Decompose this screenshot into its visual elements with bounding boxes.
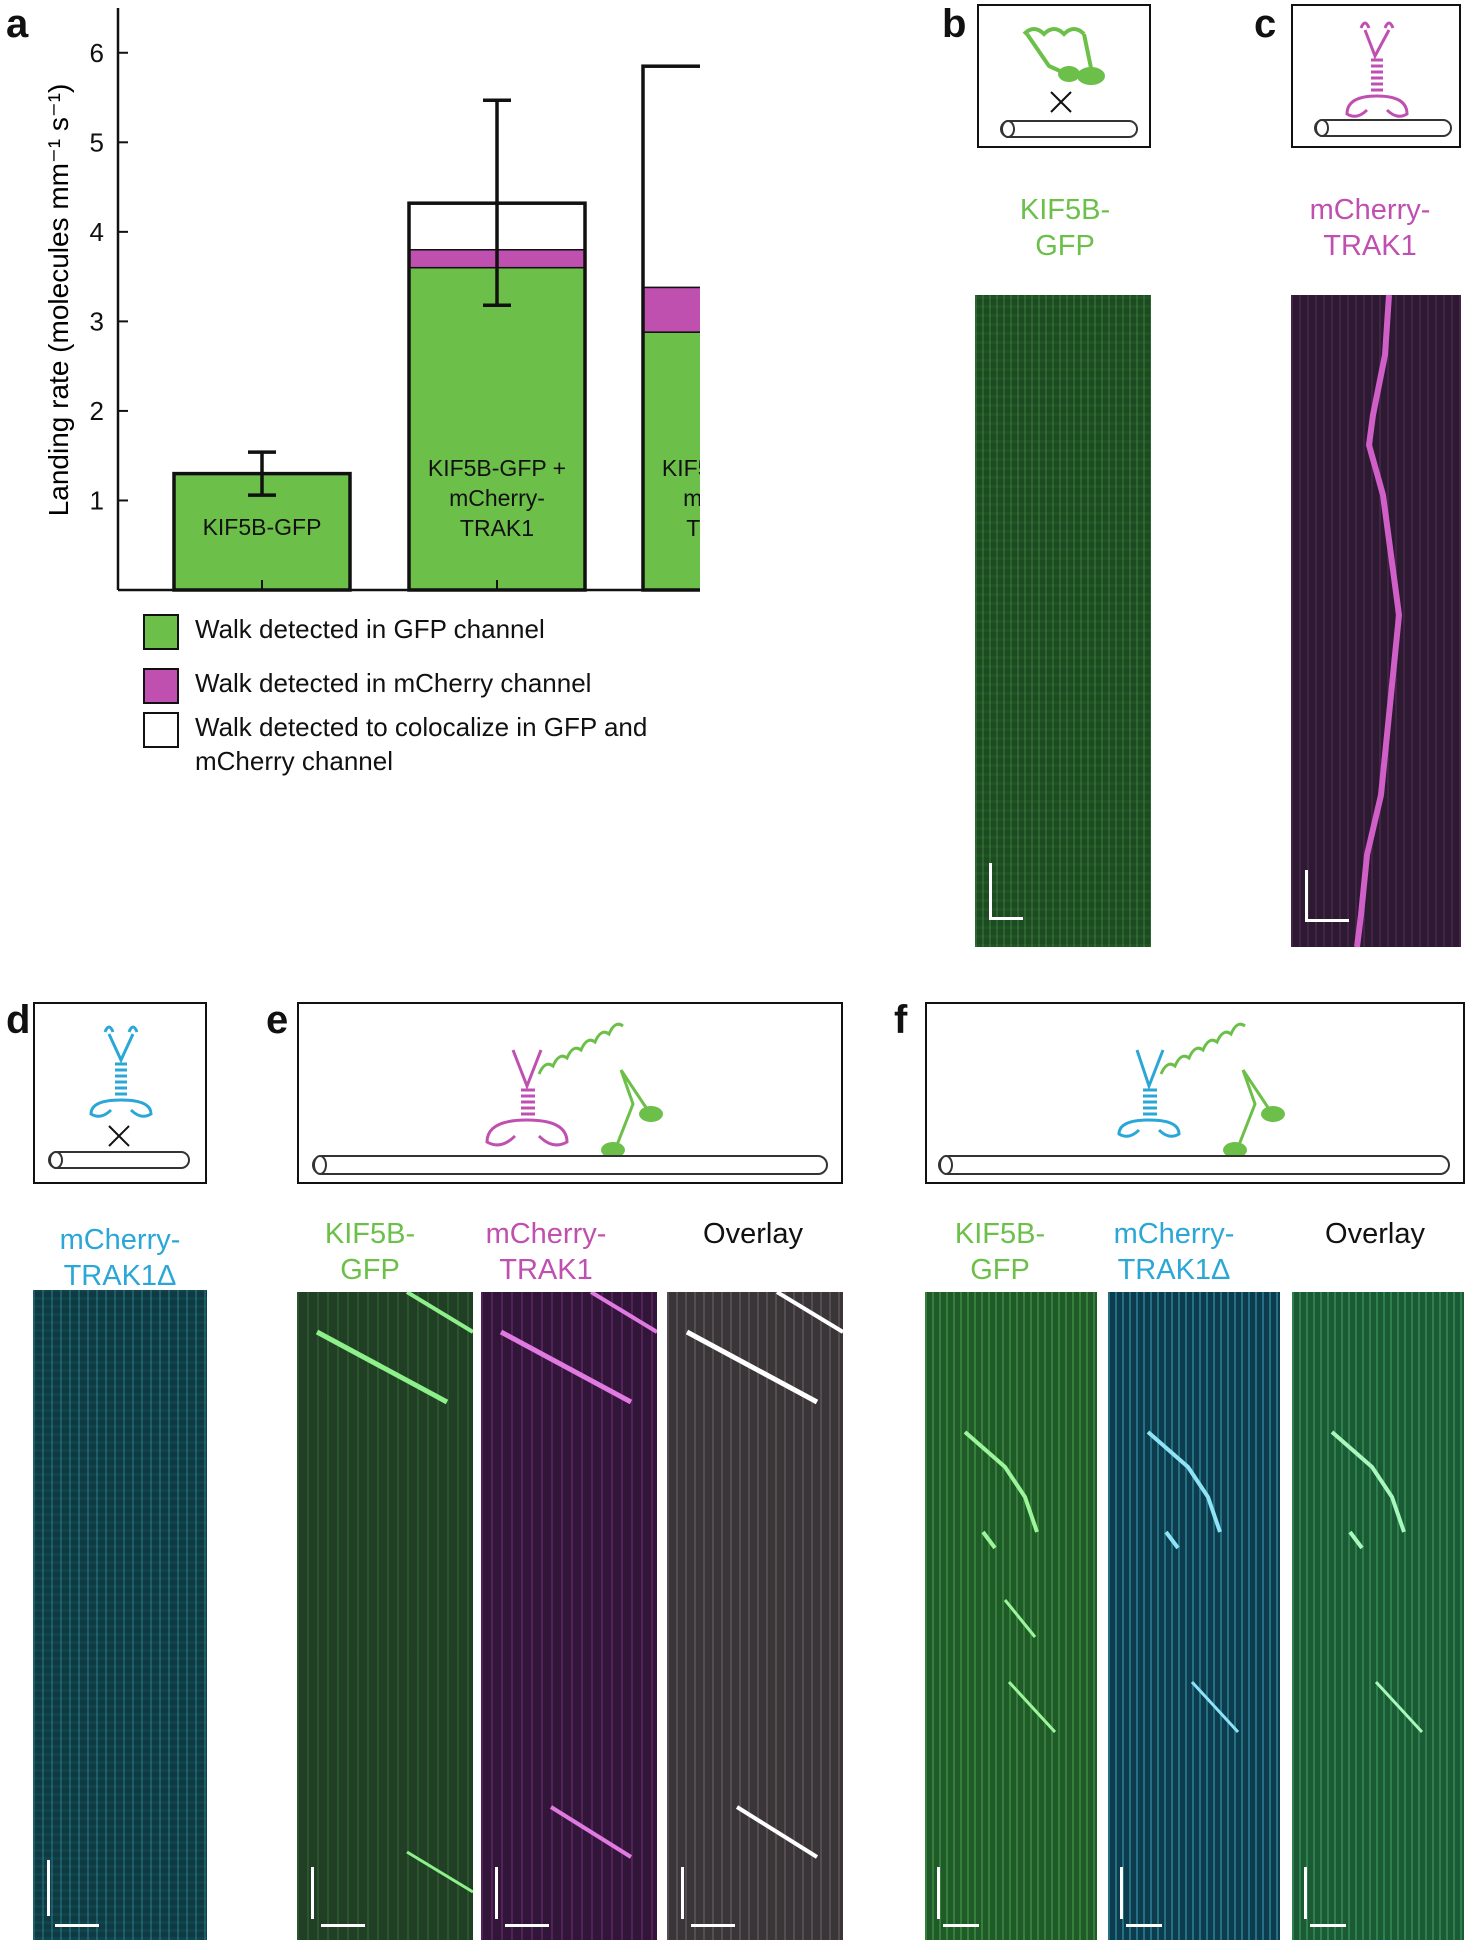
diagram-trak1delta-alone <box>33 1002 207 1184</box>
legend-swatch-colocalize <box>143 712 179 748</box>
legend-swatch-gfp <box>143 614 179 650</box>
kymo-f-overlay-traces <box>1330 1430 1424 1734</box>
diagram-kif5b-trak1delta-complex <box>925 1002 1465 1184</box>
scale-bar-e2-h <box>505 1924 549 1927</box>
kymo-f-gfp-traces <box>963 1430 1057 1734</box>
kymograph-d-trak1delta <box>33 1290 207 1940</box>
panel-label-e: e <box>266 998 289 1042</box>
caption-b: KIF5B- GFP <box>1019 194 1111 262</box>
bar-segment <box>642 286 700 333</box>
panel-label-b: b <box>942 2 967 46</box>
trak1delta-adaptor-icon <box>48 1025 190 1169</box>
caption-f-overlay: Overlay <box>1325 1218 1425 1250</box>
diagram-kif5b-alone <box>977 4 1151 148</box>
scale-bar-f2 <box>1120 1867 1123 1919</box>
kymo-f-trak1delta-traces <box>1146 1430 1240 1734</box>
legend-item-mcherry: Walk detected in mCherry channel <box>143 666 591 704</box>
caption-e-gfp: KIF5B- GFP <box>324 1218 416 1286</box>
category-label: KIF5B-GFP +mCherry-TRAK1Δ <box>662 455 700 541</box>
scale-bar-e2 <box>495 1867 498 1919</box>
caption-c: mCherry- TRAK1 <box>1309 194 1431 262</box>
kymograph-f-trak1delta <box>1108 1292 1280 1940</box>
y-tick-label: 3 <box>90 306 104 336</box>
kif5b-motor-icon <box>1000 27 1138 138</box>
y-tick-label: 5 <box>90 127 104 157</box>
scale-bar-f2-h <box>1126 1924 1162 1927</box>
diagram-trak1-alone <box>1291 4 1461 148</box>
scale-bar-e3-h <box>691 1924 735 1927</box>
kymo-e-gfp-traces <box>315 1292 473 1894</box>
scale-bar-d-h <box>55 1924 99 1927</box>
y-axis-label: Landing rate (molecules mm⁻¹ s⁻¹) <box>43 84 74 517</box>
landing-rate-chart: KIF5B-GFP KIF5B-GFP +mCherry-TRAK1 KIF5B-G… <box>43 8 700 592</box>
diagram-kif5b-trak1-complex <box>297 1002 843 1184</box>
panel-label-a: a <box>6 2 29 46</box>
scale-bar-b <box>989 863 992 919</box>
kymograph-e-overlay <box>667 1292 843 1940</box>
bar-outline <box>641 64 700 592</box>
legend-swatch-mcherry <box>143 668 179 704</box>
caption-d: mCherry- TRAK1Δ <box>59 1224 181 1292</box>
kif5b-trak1-complex-icon <box>312 1022 828 1175</box>
scale-bar-f1-h <box>943 1924 979 1927</box>
scale-bar-e1 <box>311 1867 314 1919</box>
kymograph-f-gfp <box>925 1292 1097 1940</box>
kymo-e-mcherry-traces <box>499 1292 657 1859</box>
y-tick-label: 1 <box>90 485 104 515</box>
scale-bar-c-h <box>1305 919 1349 922</box>
scale-bar-f3 <box>1304 1867 1307 1919</box>
scale-bar-e1-h <box>321 1924 365 1927</box>
legend-label-colocalize: Walk detected to colocalize in GFP and m… <box>195 712 648 776</box>
scale-bar-c <box>1305 870 1308 922</box>
kif5b-trak1delta-complex-icon <box>938 1022 1450 1175</box>
kymograph-e-mcherry <box>481 1292 657 1940</box>
legend-item-gfp: Walk detected in GFP channel <box>143 612 545 650</box>
panel-label-c: c <box>1254 2 1277 46</box>
scale-bar-b-h <box>989 917 1023 920</box>
kymograph-b-gfp <box>975 295 1151 947</box>
caption-e-mcherry: mCherry- TRAK1 <box>485 1218 607 1286</box>
bar-segment <box>642 65 700 289</box>
legend-item-colocalize: Walk detected to colocalize in GFP and m… <box>143 710 647 778</box>
category-label: KIF5B-GFP <box>203 514 322 540</box>
caption-e-overlay: Overlay <box>703 1218 803 1250</box>
scale-bar-f3-h <box>1310 1924 1346 1927</box>
kymograph-e-gfp <box>297 1292 473 1940</box>
caption-f-mcherry: mCherry- TRAK1Δ <box>1113 1218 1235 1286</box>
category-label: KIF5B-GFP + mCherry-TRAK1 <box>428 455 566 541</box>
panel-label-d: d <box>6 998 31 1042</box>
bar-segment <box>408 266 586 591</box>
y-tick-label: 4 <box>90 217 104 247</box>
caption-f-gfp: KIF5B- GFP <box>954 1218 1046 1286</box>
kymograph-c-mcherry <box>1291 295 1461 947</box>
y-tick-label: 6 <box>90 38 104 68</box>
panel-label-f: f <box>894 998 908 1042</box>
scale-bar-d <box>47 1860 50 1916</box>
bar-segment <box>642 331 700 591</box>
y-tick-label: 2 <box>90 396 104 426</box>
legend-label-gfp: Walk detected in GFP channel <box>195 614 545 644</box>
kymograph-f-overlay <box>1292 1292 1464 1940</box>
trak1-adaptor-icon <box>1314 21 1452 137</box>
kymo-e-overlay-traces <box>685 1292 843 1859</box>
kymo-c-trace <box>1354 295 1403 947</box>
scale-bar-f1 <box>937 1867 940 1919</box>
scale-bar-e3 <box>681 1867 684 1919</box>
legend-label-mcherry: Walk detected in mCherry channel <box>195 668 592 698</box>
